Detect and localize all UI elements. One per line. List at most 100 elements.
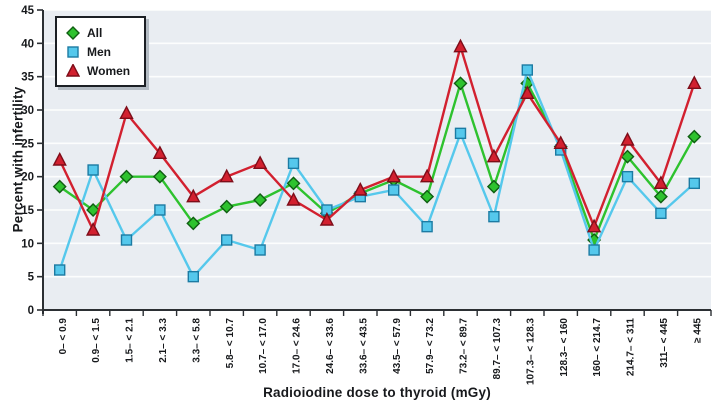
y-tick-label: 0 (28, 305, 34, 317)
data-point-marker (488, 210, 500, 223)
x-tick-label: 1.5– < 2.1 (125, 318, 136, 363)
x-tick-label: 89.7– < 107.3 (492, 318, 503, 380)
y-tick-label: 45 (21, 5, 34, 17)
data-point-marker (588, 244, 600, 256)
data-point-marker (186, 188, 201, 203)
data-point-marker (453, 38, 468, 53)
data-point-marker (653, 175, 669, 190)
data-point-marker (54, 264, 66, 276)
data-point-marker (52, 179, 67, 194)
data-point-marker (621, 170, 634, 183)
data-point-marker (319, 211, 335, 226)
triangle-marker-icon (66, 63, 80, 77)
legend-item-men: Men (66, 43, 130, 60)
data-point-marker (187, 270, 200, 283)
data-point-marker (420, 189, 435, 204)
data-point-marker (120, 234, 133, 246)
data-point-marker (653, 189, 668, 204)
data-point-marker (520, 85, 535, 100)
data-point-marker (655, 207, 667, 220)
legend-item-label: All (87, 25, 103, 40)
data-point-marker (353, 181, 368, 196)
y-tick-label: 20 (21, 172, 34, 184)
x-tick-label: 43.5– < 57.9 (392, 318, 403, 374)
series-men (54, 64, 700, 283)
data-point-marker (152, 145, 168, 160)
square-marker-icon (67, 45, 79, 58)
data-point-marker (119, 105, 134, 120)
data-point-marker (252, 155, 268, 170)
data-point-marker (119, 169, 134, 184)
x-axis-title: Radioiodine dose to thyroid (mGy) (263, 385, 491, 400)
data-point-marker (254, 244, 266, 256)
data-point-marker (687, 75, 702, 90)
data-point-marker (286, 176, 301, 191)
y-tick-label: 5 (28, 272, 35, 284)
data-point-marker (219, 168, 234, 183)
y-tick-label: 40 (21, 38, 34, 50)
x-tick-label: 57.9– < 73.2 (425, 318, 436, 374)
data-point-marker (421, 220, 433, 233)
y-axis-title: Percent with infertility (10, 86, 26, 233)
data-point-marker (52, 151, 67, 166)
y-tick-label: 35 (21, 72, 34, 84)
legend-item-label: Men (87, 44, 111, 59)
data-point-marker (220, 234, 233, 246)
data-point-marker (620, 149, 635, 164)
data-point-marker (66, 63, 80, 77)
data-point-marker (152, 169, 167, 184)
data-point-marker (687, 129, 702, 144)
x-tick-label: 17.0– < 24.6 (292, 318, 303, 374)
x-tick-label: 2.1– < 3.3 (158, 318, 169, 363)
data-point-marker (521, 64, 533, 76)
x-tick-label: 128.3– < 160 (559, 318, 570, 377)
series-all (52, 76, 702, 247)
chart-legend: All Men Women (55, 16, 147, 87)
x-tick-label: 5.8– < 10.7 (225, 318, 236, 369)
data-point-marker (553, 135, 568, 150)
data-point-marker (388, 184, 400, 196)
legend-item-women: Women (66, 62, 130, 79)
x-tick-label: 0.9– < 1.5 (91, 318, 102, 363)
data-point-marker (87, 164, 99, 176)
data-point-marker (85, 221, 101, 236)
data-point-marker (386, 168, 401, 183)
data-point-marker (66, 25, 80, 40)
data-point-marker (67, 45, 79, 58)
data-point-marker (253, 193, 268, 207)
y-tick-label: 15 (21, 205, 34, 217)
series-women (52, 38, 702, 236)
x-tick-label: 24.6– < 33.6 (325, 318, 336, 374)
y-tick-label: 25 (21, 138, 34, 150)
series-line-all (59, 82, 696, 242)
diamond-marker-icon (66, 25, 80, 40)
data-point-marker (186, 216, 201, 231)
y-tick-label: 10 (21, 238, 34, 250)
x-tick-label: 73.2– < 89.7 (459, 318, 470, 374)
data-point-marker (419, 168, 435, 183)
data-point-marker (586, 218, 602, 233)
data-point-marker (454, 127, 467, 140)
data-point-marker (287, 157, 300, 170)
data-point-marker (688, 177, 700, 190)
x-tick-label: 311– < 445 (659, 318, 670, 368)
data-point-marker (219, 199, 234, 214)
y-tick-label: 30 (21, 105, 34, 117)
series-line-men (58, 68, 696, 278)
data-point-marker (620, 131, 635, 146)
x-tick-label: 0– < 0.9 (58, 318, 69, 355)
data-point-marker (486, 179, 501, 194)
x-tick-label: 160– < 214.7 (592, 318, 603, 377)
data-point-marker (154, 204, 166, 216)
x-tick-label: 33.6– < 43.5 (358, 318, 369, 374)
data-point-marker (86, 203, 101, 217)
x-tick-label: 107.3– < 128.3 (525, 318, 536, 385)
x-tick-label: 3.3– < 5.8 (191, 318, 202, 363)
x-tick-label: ≥ 445 (692, 318, 703, 343)
x-tick-label: 214.7– < 311 (626, 318, 637, 377)
data-point-marker (453, 76, 468, 91)
x-tick-label: 10.7– < 17.0 (258, 318, 269, 374)
plot-area (43, 10, 711, 310)
data-point-marker (286, 191, 301, 206)
